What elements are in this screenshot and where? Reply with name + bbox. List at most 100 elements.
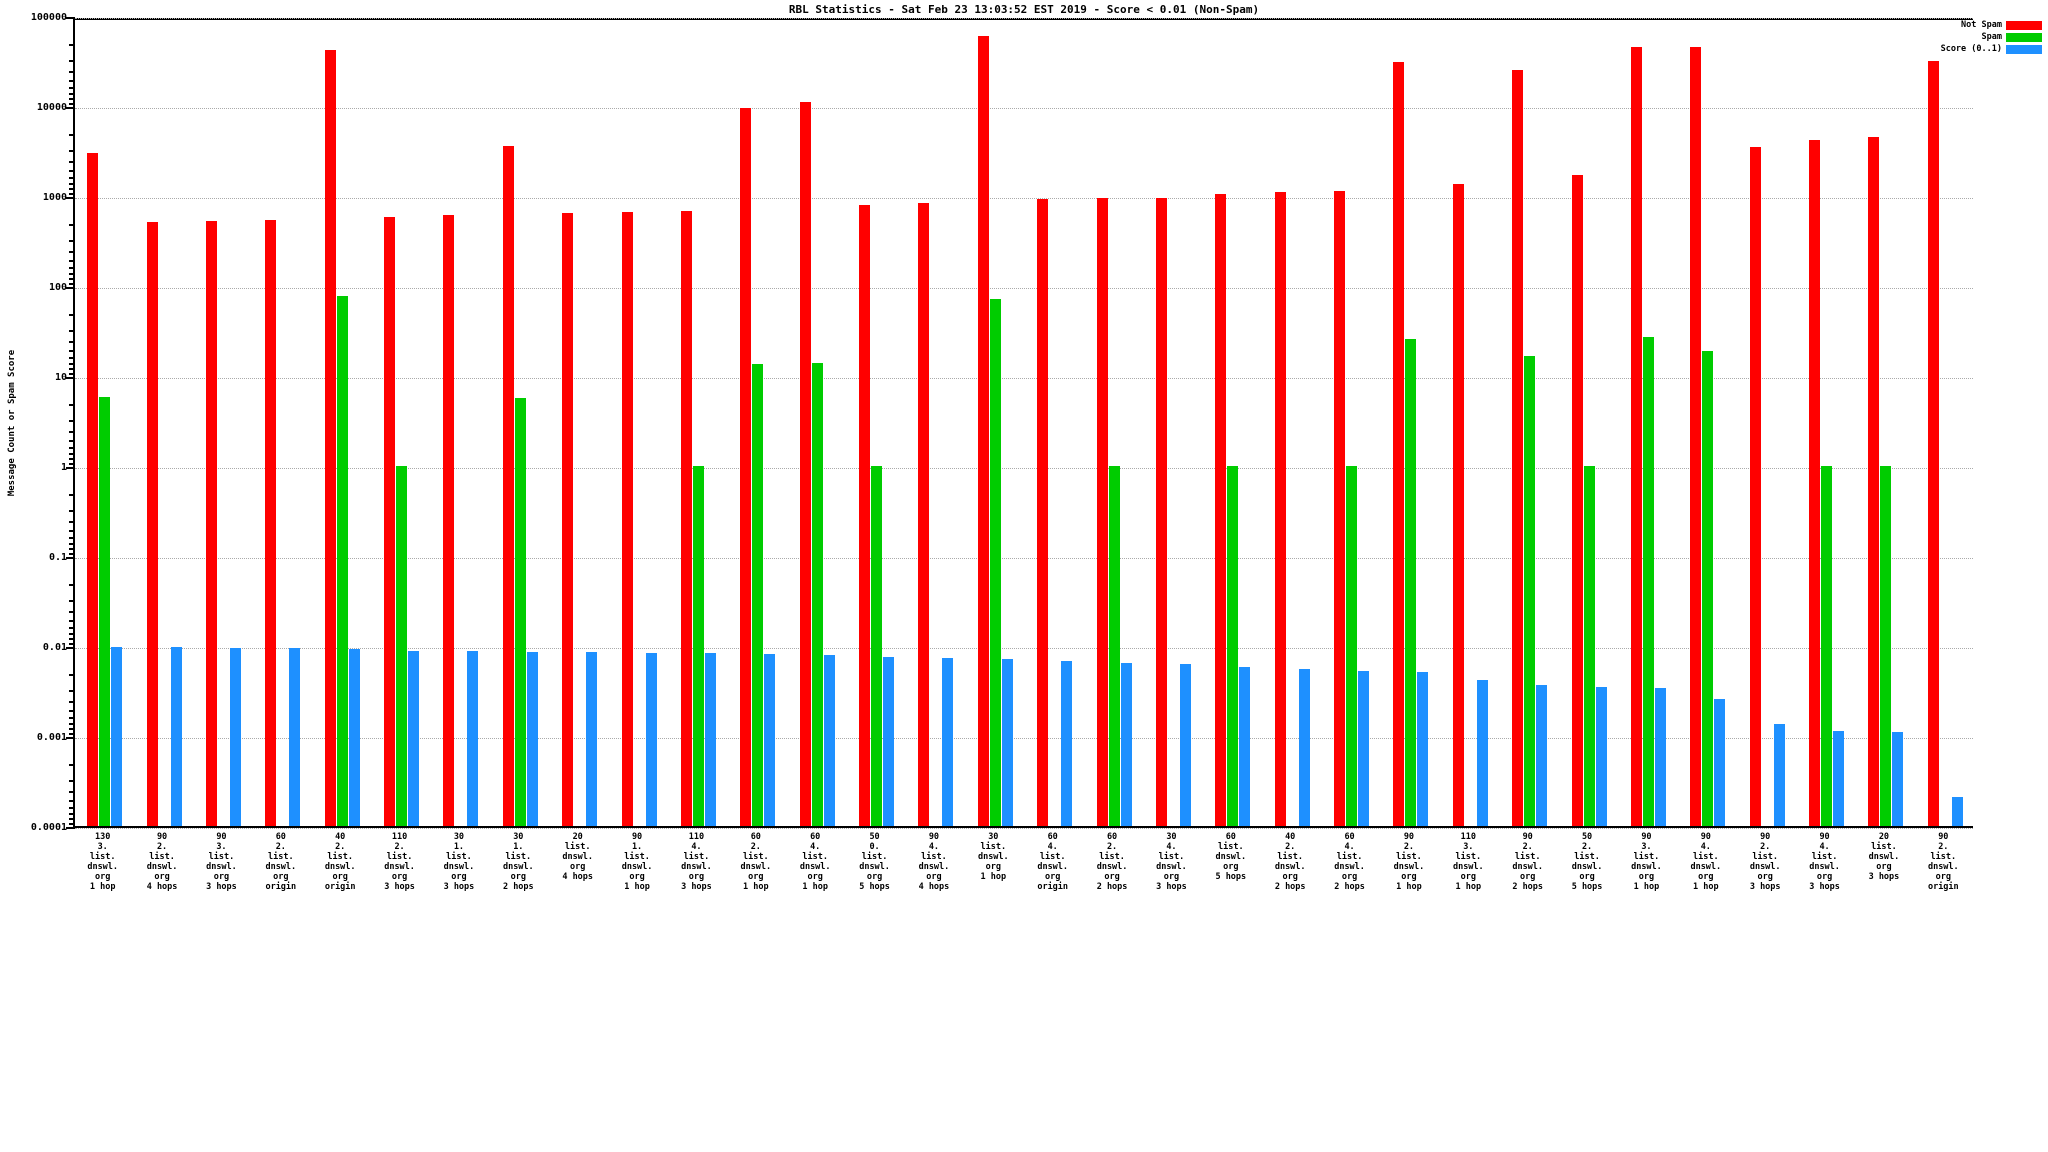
y-tick-major: [66, 827, 75, 829]
y-tick-minor: [69, 71, 75, 74]
x-tick-label: 90 2. list. dnswl. org 3 hops: [1736, 832, 1795, 892]
x-tick-label-line: 1 hop: [743, 882, 769, 892]
y-tick-minor: [69, 813, 75, 816]
x-tick-label-line: 60: [1344, 832, 1355, 842]
y-tick-minor: [69, 458, 75, 461]
x-tick-label-line: list.: [505, 852, 532, 862]
x-tick-label-line: 4.: [810, 842, 821, 852]
x-tick-label-line: dnswl.: [799, 862, 831, 872]
x-tick-label-line: list.: [1396, 852, 1422, 862]
gridline: [75, 378, 1973, 379]
bar-group: [562, 18, 598, 826]
y-tick-minor: [69, 368, 75, 371]
bar-group: [384, 18, 420, 826]
x-tick-label-line: list.: [386, 852, 413, 862]
y-tick-label: 0.01: [42, 642, 67, 653]
x-tick-label-line: 3 hops: [384, 882, 415, 892]
x-tick-label-line: org: [926, 872, 942, 882]
x-tick-label-line: dnswl.: [1334, 862, 1365, 872]
x-tick-label-line: 2.: [1285, 842, 1296, 852]
x-tick-label-line: list.: [268, 852, 294, 862]
bar-not-spam: [1037, 198, 1049, 826]
bar-score-0-1: [1298, 669, 1310, 826]
x-tick-label-line: dnswl.: [859, 862, 890, 872]
bar-not-spam: [977, 35, 989, 826]
y-tick-minor: [69, 93, 75, 96]
bar-not-spam: [1512, 70, 1524, 826]
bar-group: [740, 18, 776, 826]
bar-spam: [396, 466, 408, 826]
bar-not-spam: [1452, 184, 1464, 826]
bar-not-spam: [205, 220, 217, 826]
x-tick-label: 30 1. list. dnswl. org 2 hops: [489, 832, 548, 892]
x-tick-label-line: list.: [1752, 852, 1778, 862]
x-tick-label: 90 2. list. dnswl. org 1 hop: [1379, 832, 1438, 892]
gridline: [75, 18, 1973, 19]
y-tick-minor: [69, 349, 75, 352]
x-tick-label-line: dnswl.: [265, 862, 297, 872]
x-tick-label-line: 4.: [1344, 842, 1355, 852]
bar-not-spam: [680, 211, 692, 826]
bar-spam: [1642, 337, 1654, 826]
bar-group: [859, 18, 895, 826]
y-tick-minor: [69, 709, 75, 712]
x-tick-label-line: 130: [95, 832, 111, 842]
bar-not-spam: [1630, 47, 1642, 826]
bar-group: [977, 18, 1013, 826]
x-tick-label-line: org: [1104, 872, 1120, 882]
x-tick-label-line: 60: [1106, 832, 1118, 842]
bar-group: [87, 18, 123, 826]
bar-spam: [1524, 356, 1536, 826]
x-tick-label: 90 2. list. dnswl. org 2 hops: [1498, 832, 1557, 892]
page-title: RBL Statistics - Sat Feb 23 13:03:52 EST…: [788, 3, 1260, 16]
x-tick-label-line: 4 hops: [562, 872, 594, 882]
x-tick-label-line: origin: [1927, 882, 1959, 892]
y-tick-minor: [69, 728, 75, 731]
x-tick-label: 30 1. list. dnswl. org 3 hops: [429, 832, 488, 892]
x-tick-label-line: org: [1935, 872, 1951, 882]
bar-not-spam: [502, 145, 514, 826]
x-tick-label-line: 2 hops: [1274, 882, 1306, 892]
x-tick-label-line: 2.: [335, 842, 346, 852]
x-tick-label-line: org: [748, 872, 764, 882]
y-tick-major: [66, 107, 75, 109]
x-tick-label-line: org: [629, 872, 645, 882]
x-tick-label-line: 2.: [1403, 842, 1415, 852]
y-tick-label: 1: [60, 462, 67, 473]
bar-group: [502, 18, 538, 826]
bar-not-spam: [1393, 61, 1405, 826]
x-tick-label-line: list.: [327, 852, 353, 862]
y-tick-minor: [69, 619, 75, 622]
x-tick-label: 50 0. list. dnswl. org 5 hops: [845, 832, 904, 892]
x-tick-label-line: list.: [1811, 852, 1838, 862]
x-tick-label-line: org: [1876, 862, 1892, 872]
x-tick-label-line: list.: [1277, 852, 1303, 862]
x-tick-label-line: 2 hops: [1512, 882, 1544, 892]
y-tick-minor: [69, 169, 75, 172]
x-tick-label-line: dnswl.: [146, 862, 178, 872]
bar-score-0-1: [1595, 687, 1607, 826]
y-tick-minor: [69, 529, 75, 532]
x-tick-label-line: org: [1638, 872, 1655, 882]
y-tick-minor: [69, 701, 75, 704]
x-tick-label-line: list.: [1871, 842, 1897, 852]
x-tick-label-line: 3 hops: [206, 882, 237, 892]
x-tick-label-line: org: [1579, 872, 1595, 882]
bar-score-0-1: [1239, 666, 1251, 826]
gridline: [75, 828, 1973, 829]
bar-spam: [692, 466, 704, 826]
bar-group: [1274, 18, 1310, 826]
bar-not-spam: [1809, 139, 1821, 826]
x-tick-label: 60 4. list. dnswl. org origin: [1023, 832, 1082, 892]
y-tick-minor: [69, 462, 75, 465]
x-tick-label-line: 90: [1522, 832, 1533, 842]
x-tick-label-line: org: [213, 872, 230, 882]
y-tick-minor: [69, 87, 75, 90]
x-tick-label: 60 4. list. dnswl. org 2 hops: [1320, 832, 1379, 892]
x-tick-label: 40 2. list. dnswl. org origin: [311, 832, 370, 892]
y-tick-minor: [69, 807, 75, 810]
x-tick-label-line: 30: [1166, 832, 1177, 842]
bar-not-spam: [87, 153, 99, 826]
bar-score-0-1: [1476, 679, 1488, 826]
bar-group: [918, 18, 954, 826]
